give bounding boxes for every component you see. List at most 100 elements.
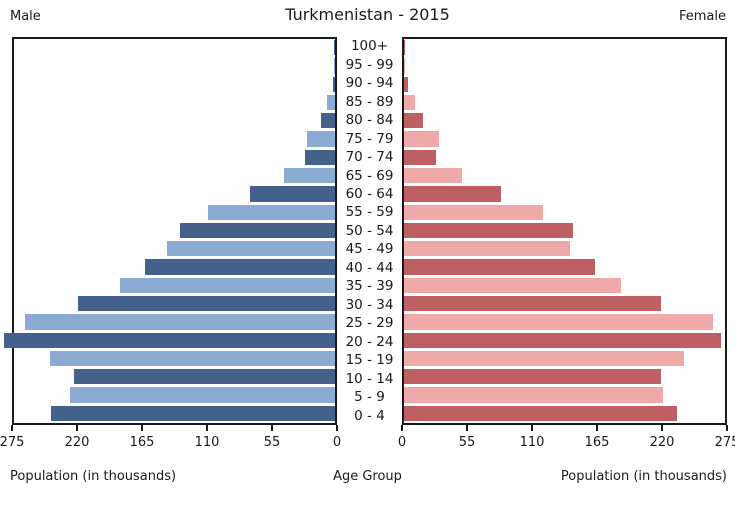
age-label-55-59: 55 - 59 <box>345 204 394 221</box>
female-axis-tick-label-165: 165 <box>584 435 610 450</box>
male-axis-tick-label-275: 275 <box>0 435 25 450</box>
male-row-20-24 <box>3 332 335 350</box>
male-axis-tick-220 <box>76 425 78 431</box>
age-label-35-39: 35 - 39 <box>345 278 394 295</box>
male-row-95-99 <box>14 57 335 75</box>
male-side-label: Male <box>10 9 41 24</box>
female-row-40-44 <box>404 258 725 276</box>
female-bar-25-29 <box>404 314 714 330</box>
male-bar-65-69 <box>283 167 335 184</box>
right-axis-caption: Population (in thousands) <box>560 469 727 484</box>
male-row-40-44 <box>14 258 335 276</box>
male-x-axis: 275 220 165 110 55 0 <box>0 425 341 455</box>
male-axis-tick-label-110: 110 <box>194 435 220 450</box>
female-bar-15-19 <box>404 350 685 367</box>
female-row-10-14 <box>404 368 725 386</box>
female-bar-45-49 <box>404 241 570 257</box>
age-label-15-19: 15 - 19 <box>345 352 394 369</box>
male-row-70-74 <box>14 149 335 167</box>
age-label-20-24: 20 - 24 <box>345 333 394 350</box>
male-bar-95-99 <box>333 58 335 74</box>
female-bar-100plus <box>404 40 406 56</box>
female-row-55-59 <box>404 204 725 222</box>
female-bar-85-89 <box>404 94 415 111</box>
age-label-60-64: 60 - 64 <box>345 185 394 202</box>
male-bar-50-54 <box>179 222 335 239</box>
age-label-10-14: 10 - 14 <box>345 370 394 387</box>
age-label-100plus: 100+ <box>350 38 389 55</box>
female-x-axis: 0 55 110 165 220 275 <box>398 425 735 455</box>
male-row-25-29 <box>14 313 335 331</box>
female-row-35-39 <box>404 277 725 295</box>
female-bar-80-84 <box>404 113 423 129</box>
female-bar-65-69 <box>404 167 463 184</box>
male-axis-tick-label-165: 165 <box>129 435 155 450</box>
female-bar-0-4 <box>404 405 678 421</box>
male-axis-tick-165 <box>141 425 143 431</box>
age-label-70-74: 70 - 74 <box>345 149 394 166</box>
female-bar-55-59 <box>404 204 543 220</box>
male-bar-20-24 <box>3 332 335 348</box>
female-axis-tick-label-0: 0 <box>397 435 407 450</box>
female-row-95-99 <box>404 57 725 75</box>
male-row-30-34 <box>14 295 335 313</box>
male-bar-40-44 <box>144 259 335 275</box>
female-row-65-69 <box>404 167 725 185</box>
male-row-75-79 <box>14 130 335 148</box>
male-bar-90-94 <box>332 76 335 92</box>
male-bar-10-14 <box>73 369 335 385</box>
male-row-65-69 <box>14 167 335 185</box>
age-label-30-34: 30 - 34 <box>345 296 394 313</box>
male-row-85-89 <box>14 94 335 112</box>
female-row-60-64 <box>404 185 725 203</box>
age-group-labels: 100+ 95 - 99 90 - 94 85 - 89 80 - 84 75 - 79 7… <box>337 37 402 425</box>
female-row-70-74 <box>404 149 725 167</box>
female-bar-5-9 <box>404 387 664 403</box>
female-row-90-94 <box>404 76 725 94</box>
male-row-50-54 <box>14 222 335 240</box>
male-bar-45-49 <box>166 241 335 257</box>
age-label-25-29: 25 - 29 <box>345 315 394 332</box>
male-row-35-39 <box>14 277 335 295</box>
female-bar-40-44 <box>404 259 596 275</box>
female-row-85-89 <box>404 94 725 112</box>
male-bar-70-74 <box>304 149 335 165</box>
male-axis-tick-110 <box>206 425 208 431</box>
male-bar-30-34 <box>78 295 335 312</box>
female-axis-tick-165 <box>596 425 598 431</box>
female-side-label: Female <box>678 9 726 24</box>
female-axis-tick-label-55: 55 <box>458 435 476 450</box>
female-axis-tick-label-220: 220 <box>649 435 675 450</box>
female-row-30-34 <box>404 295 725 313</box>
age-label-50-54: 50 - 54 <box>345 222 394 239</box>
female-bar-10-14 <box>404 369 661 385</box>
male-panel <box>3 37 337 425</box>
male-row-100plus <box>14 39 335 57</box>
female-bars-container <box>404 39 725 423</box>
male-bar-85-89 <box>326 94 335 111</box>
age-label-80-84: 80 - 84 <box>345 112 394 129</box>
age-label-95-99: 95 - 99 <box>345 56 394 73</box>
male-row-90-94 <box>14 76 335 94</box>
age-label-90-94: 90 - 94 <box>345 75 394 92</box>
female-bar-70-74 <box>404 149 436 165</box>
male-row-80-84 <box>14 112 335 130</box>
male-bars-container <box>3 39 335 423</box>
chart-title: Turkmenistan - 2015 <box>285 5 450 24</box>
age-label-75-79: 75 - 79 <box>345 130 394 147</box>
male-bar-35-39 <box>120 277 335 293</box>
female-axis-tick-label-275: 275 <box>714 435 735 450</box>
female-row-45-49 <box>404 240 725 258</box>
female-bar-35-39 <box>404 277 622 293</box>
female-bar-75-79 <box>404 131 440 147</box>
male-bar-60-64 <box>249 186 335 202</box>
female-bar-95-99 <box>404 58 406 74</box>
age-label-40-44: 40 - 44 <box>345 259 394 276</box>
female-row-100plus <box>404 39 725 57</box>
male-row-0-4 <box>14 405 335 423</box>
female-bar-50-54 <box>404 222 574 239</box>
male-bar-0-4 <box>51 405 335 421</box>
male-axis-tick-275 <box>11 425 13 431</box>
male-axis-tick-label-0: 0 <box>332 435 342 450</box>
female-row-5-9 <box>404 386 725 404</box>
